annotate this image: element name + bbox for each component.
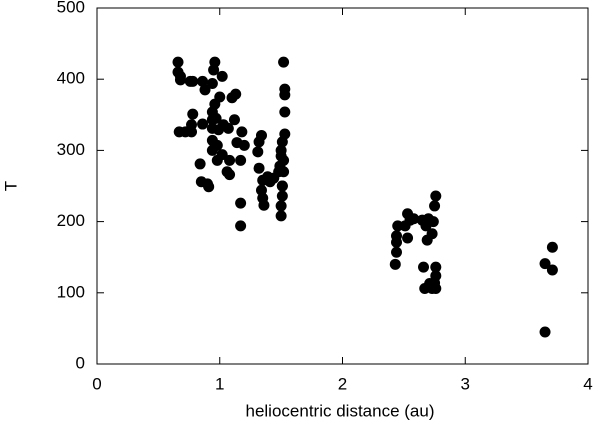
- point: [276, 180, 288, 192]
- point: [418, 261, 430, 273]
- point: [426, 228, 438, 240]
- point: [278, 166, 290, 178]
- y-tick-label: 100: [57, 282, 85, 301]
- point: [389, 258, 401, 270]
- point: [203, 181, 215, 193]
- point: [546, 241, 558, 253]
- x-axis-label: heliocentric distance (au): [246, 401, 435, 420]
- point: [172, 56, 184, 68]
- point: [206, 77, 218, 89]
- plot-frame: [96, 7, 589, 365]
- point: [279, 128, 291, 140]
- y-tick-label: 300: [57, 140, 85, 159]
- point: [391, 246, 403, 258]
- x-tick-label: 4: [583, 374, 592, 393]
- point: [216, 70, 228, 82]
- point: [211, 139, 223, 151]
- point: [235, 220, 247, 232]
- point: [546, 264, 558, 276]
- point: [430, 261, 442, 273]
- y-tick-label: 500: [57, 0, 85, 16]
- point: [235, 197, 247, 209]
- point: [279, 89, 291, 101]
- point: [186, 119, 198, 131]
- point: [391, 230, 403, 242]
- point: [174, 74, 186, 86]
- point: [278, 56, 290, 68]
- point: [187, 108, 199, 120]
- point: [279, 106, 291, 118]
- y-tick-label: 200: [57, 211, 85, 230]
- point: [224, 154, 236, 166]
- point: [197, 75, 209, 87]
- point: [275, 210, 287, 222]
- point: [199, 84, 211, 96]
- y-tick-label: 400: [57, 69, 85, 88]
- y-tick-label: 0: [76, 353, 85, 372]
- point: [210, 112, 222, 124]
- point: [427, 216, 439, 228]
- point: [224, 169, 236, 181]
- point: [258, 199, 270, 211]
- point: [194, 158, 206, 170]
- point: [253, 162, 265, 174]
- point: [214, 91, 226, 103]
- point: [429, 277, 441, 289]
- point: [255, 129, 267, 141]
- point: [222, 122, 234, 134]
- point: [187, 75, 199, 87]
- point: [429, 200, 441, 212]
- point: [402, 232, 414, 244]
- point: [228, 114, 240, 126]
- point: [197, 118, 209, 130]
- point: [276, 190, 288, 202]
- point: [235, 154, 247, 166]
- point: [208, 64, 220, 76]
- x-tick-label: 3: [461, 374, 470, 393]
- point: [252, 146, 264, 158]
- x-tick-label: 2: [338, 374, 347, 393]
- point: [275, 200, 287, 212]
- point: [275, 144, 287, 156]
- point: [408, 213, 420, 225]
- y-axis-label: T: [1, 181, 20, 191]
- point: [230, 88, 242, 100]
- point: [539, 326, 551, 338]
- point: [539, 258, 551, 270]
- x-tick-label: 0: [92, 374, 101, 393]
- point: [278, 154, 290, 166]
- point: [430, 190, 442, 202]
- point: [238, 139, 250, 151]
- point: [236, 126, 248, 138]
- x-tick-label: 1: [215, 374, 224, 393]
